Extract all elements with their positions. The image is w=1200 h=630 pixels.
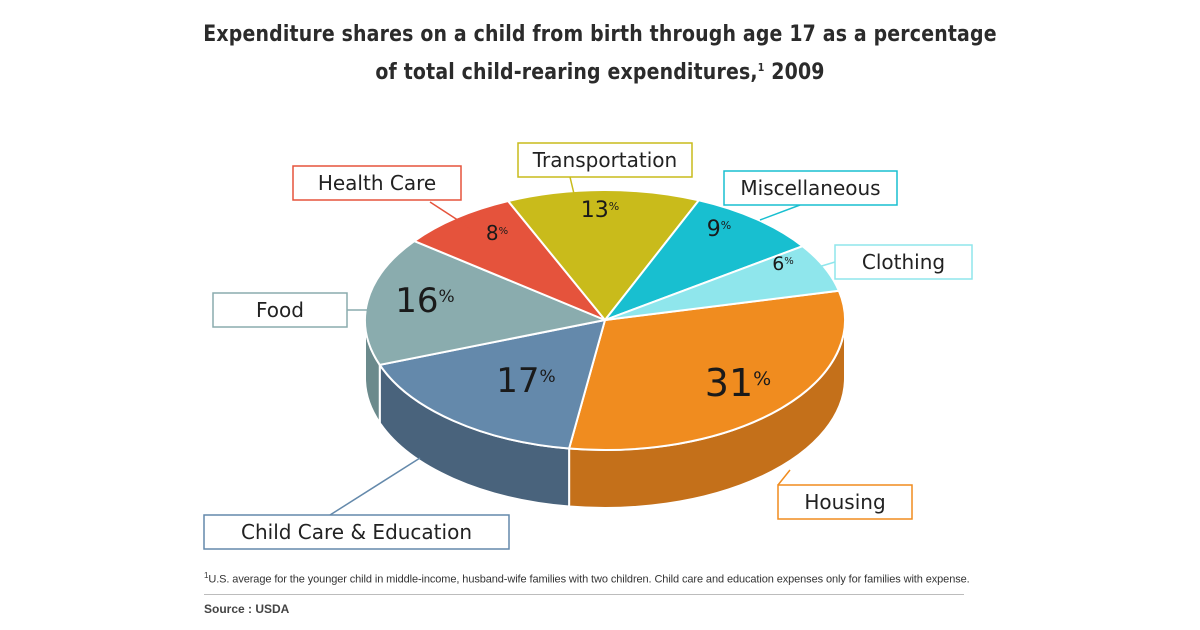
slice-label-health-care: Health Care (318, 171, 436, 195)
source-label: Source : USDA (204, 602, 290, 616)
footnote-marker: 1 (204, 571, 209, 580)
pct-label-clothing: 6% (772, 253, 794, 275)
callout-line-housing (777, 469, 791, 486)
callout-line-miscellaneous (759, 204, 801, 221)
slice-label-clothing: Clothing (862, 250, 945, 274)
slice-label-housing: Housing (804, 490, 885, 514)
footnote: 1U.S. average for the younger child in m… (204, 571, 970, 586)
pct-label-food: 16% (395, 281, 454, 321)
pct-label-health-care: 8% (486, 221, 508, 245)
pct-label-child-care-education: 17% (496, 361, 555, 401)
pct-label-miscellaneous: 9% (707, 217, 731, 242)
callout-line-clothing (814, 261, 836, 269)
pct-label-housing: 31% (705, 361, 771, 405)
callout-box-miscellaneous (723, 170, 898, 206)
pie-slice-clothing (604, 245, 840, 321)
pie-slice-health-care (413, 200, 606, 321)
callout-box-housing (777, 484, 913, 520)
chart-title-line1: Expenditure shares on a child from birth… (203, 22, 997, 47)
callout-line-child-care-education (329, 457, 421, 516)
pie-slice-miscellaneous (604, 199, 804, 321)
footnote-divider (204, 594, 964, 595)
callout-box-food (212, 292, 348, 328)
slice-label-child-care-education: Child Care & Education (241, 520, 472, 544)
callout-box-clothing (834, 244, 973, 280)
slice-label-transportation: Transportation (532, 148, 677, 172)
callout-line-transportation (569, 176, 576, 199)
pct-label-transportation: 13% (581, 198, 619, 223)
slice-label-food: Food (256, 298, 304, 322)
pie-slice-food (364, 240, 606, 366)
pie-slice-housing (568, 289, 846, 451)
callout-line-health-care (429, 201, 471, 229)
callout-box-transportation (517, 142, 693, 178)
pie-slice-child-care-education (378, 319, 606, 450)
title-footnote-marker: 1 (757, 61, 765, 74)
slice-label-miscellaneous: Miscellaneous (740, 176, 880, 200)
chart-title-year: 2009 (764, 60, 825, 85)
pie-slice-transportation (507, 189, 700, 321)
chart-title-line2: of total child-rearing expenditures,1 20… (84, 60, 1116, 85)
footnote-text: U.S. average for the younger child in mi… (208, 573, 970, 586)
callout-box-child-care-education (203, 514, 510, 550)
chart-title-line2-text: of total child-rearing expenditures, (375, 60, 758, 85)
callout-box-health-care (292, 165, 462, 201)
